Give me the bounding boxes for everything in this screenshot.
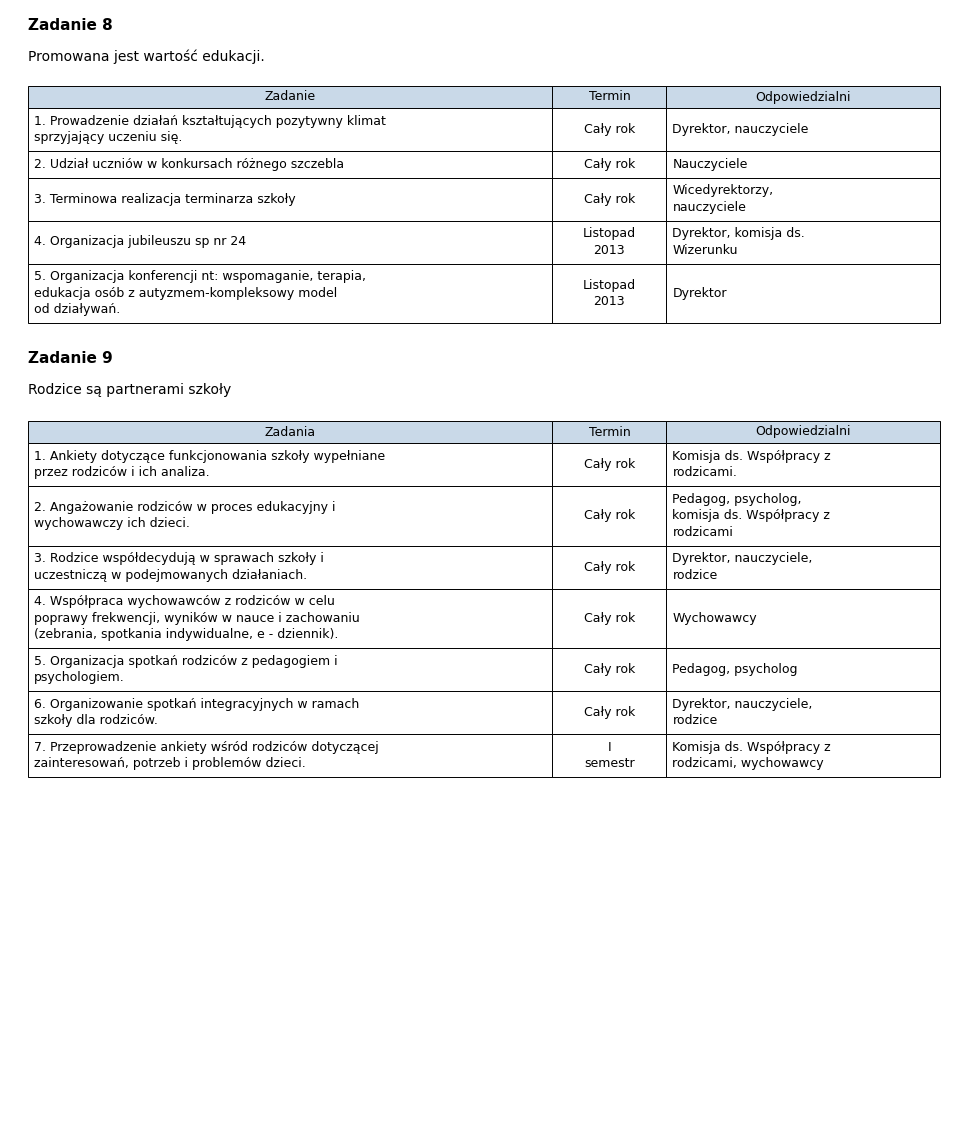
- Text: Zadanie 8: Zadanie 8: [28, 18, 112, 33]
- Text: 6. Organizowanie spotkań integracyjnych w ramach
szkoły dla rodziców.: 6. Organizowanie spotkań integracyjnych …: [34, 698, 359, 728]
- Bar: [666, 546, 940, 588]
- Text: Odpowiedzialni: Odpowiedzialni: [756, 90, 851, 103]
- Bar: [28, 151, 552, 177]
- Text: 4. Organizacja jubileuszu sp nr 24: 4. Organizacja jubileuszu sp nr 24: [34, 236, 246, 248]
- Bar: [28, 443, 552, 486]
- Bar: [552, 221, 666, 263]
- Bar: [666, 691, 940, 734]
- Bar: [552, 263, 666, 323]
- Text: Nauczyciele: Nauczyciele: [672, 158, 748, 170]
- Bar: [666, 648, 940, 691]
- Bar: [28, 734, 552, 777]
- Bar: [666, 486, 940, 546]
- Text: Komisja ds. Współpracy z
rodzicami, wychowawcy: Komisja ds. Współpracy z rodzicami, wych…: [672, 741, 831, 770]
- Text: Termin: Termin: [588, 426, 631, 438]
- Text: Cały rok: Cały rok: [584, 706, 635, 718]
- Bar: [552, 177, 666, 221]
- Text: Listopad
2013: Listopad 2013: [583, 278, 636, 308]
- Bar: [28, 691, 552, 734]
- Bar: [666, 108, 940, 151]
- Text: 7. Przeprowadzenie ankiety wśród rodziców dotyczącej
zainteresowań, potrzeb i pr: 7. Przeprowadzenie ankiety wśród rodzicó…: [34, 741, 379, 770]
- Text: 1. Ankiety dotyczące funkcjonowania szkoły wypełniane
przez rodziców i ich anali: 1. Ankiety dotyczące funkcjonowania szko…: [34, 450, 385, 479]
- Bar: [552, 443, 666, 486]
- Bar: [552, 546, 666, 588]
- Bar: [28, 86, 552, 108]
- Text: I
semestr: I semestr: [584, 741, 635, 770]
- Bar: [552, 734, 666, 777]
- Bar: [28, 263, 552, 323]
- Text: Cały rok: Cały rok: [584, 458, 635, 471]
- Text: Cały rok: Cały rok: [584, 124, 635, 136]
- Bar: [28, 486, 552, 546]
- Text: Dyrektor, komisja ds.
Wizerunku: Dyrektor, komisja ds. Wizerunku: [672, 228, 805, 256]
- Bar: [552, 588, 666, 648]
- Text: Dyrektor: Dyrektor: [672, 287, 727, 300]
- Text: Rodzice są partnerami szkoły: Rodzice są partnerami szkoły: [28, 383, 231, 397]
- Text: Cały rok: Cały rok: [584, 509, 635, 523]
- Text: Dyrektor, nauczyciele: Dyrektor, nauczyciele: [672, 124, 808, 136]
- Text: 3. Rodzice współdecydują w sprawach szkoły i
uczestniczą w podejmowanych działan: 3. Rodzice współdecydują w sprawach szko…: [34, 553, 324, 582]
- Text: 4. Współpraca wychowawców z rodziców w celu
poprawy frekwencji, wyników w nauce : 4. Współpraca wychowawców z rodziców w c…: [34, 595, 360, 642]
- Bar: [28, 648, 552, 691]
- Text: Termin: Termin: [588, 90, 631, 103]
- Bar: [552, 648, 666, 691]
- Bar: [666, 421, 940, 443]
- Text: 5. Organizacja konferencji nt: wspomaganie, terapia,
edukacja osób z autyzmem-ko: 5. Organizacja konferencji nt: wspomagan…: [34, 270, 366, 316]
- Bar: [552, 86, 666, 108]
- Text: Pedagog, psycholog: Pedagog, psycholog: [672, 664, 798, 676]
- Text: Zadania: Zadania: [265, 426, 316, 438]
- Text: Wychowawcy: Wychowawcy: [672, 612, 757, 625]
- Bar: [666, 221, 940, 263]
- Text: Dyrektor, nauczyciele,
rodzice: Dyrektor, nauczyciele, rodzice: [672, 698, 813, 728]
- Text: 5. Organizacja spotkań rodziców z pedagogiem i
psychologiem.: 5. Organizacja spotkań rodziców z pedago…: [34, 654, 338, 684]
- Text: Cały rok: Cały rok: [584, 158, 635, 170]
- Text: Dyrektor, nauczyciele,
rodzice: Dyrektor, nauczyciele, rodzice: [672, 553, 813, 582]
- Bar: [552, 691, 666, 734]
- Bar: [666, 588, 940, 648]
- Bar: [28, 421, 552, 443]
- Text: Listopad
2013: Listopad 2013: [583, 228, 636, 256]
- Bar: [552, 108, 666, 151]
- Text: 2. Angażowanie rodziców w proces edukacyjny i
wychowawczy ich dzieci.: 2. Angażowanie rodziców w proces edukacy…: [34, 501, 335, 531]
- Bar: [552, 486, 666, 546]
- Bar: [28, 588, 552, 648]
- Text: 2. Udział uczniów w konkursach różnego szczebla: 2. Udział uczniów w konkursach różnego s…: [34, 158, 344, 170]
- Bar: [666, 443, 940, 486]
- Bar: [552, 421, 666, 443]
- Text: Wicedyrektorzy,
nauczyciele: Wicedyrektorzy, nauczyciele: [672, 184, 774, 214]
- Text: Promowana jest wartość edukacji.: Promowana jest wartość edukacji.: [28, 50, 265, 64]
- Bar: [666, 86, 940, 108]
- Bar: [28, 221, 552, 263]
- Text: Cały rok: Cały rok: [584, 664, 635, 676]
- Text: Cały rok: Cały rok: [584, 561, 635, 573]
- Bar: [666, 734, 940, 777]
- Text: Odpowiedzialni: Odpowiedzialni: [756, 426, 851, 438]
- Text: 3. Terminowa realizacja terminarza szkoły: 3. Terminowa realizacja terminarza szkoł…: [34, 192, 296, 206]
- Bar: [28, 546, 552, 588]
- Bar: [28, 108, 552, 151]
- Text: Zadanie: Zadanie: [265, 90, 316, 103]
- Bar: [666, 151, 940, 177]
- Text: Komisja ds. Współpracy z
rodzicami.: Komisja ds. Współpracy z rodzicami.: [672, 450, 831, 479]
- Text: Cały rok: Cały rok: [584, 192, 635, 206]
- Text: 1. Prowadzenie działań kształtujących pozytywny klimat
sprzyjający uczeniu się.: 1. Prowadzenie działań kształtujących po…: [34, 114, 386, 144]
- Bar: [552, 151, 666, 177]
- Text: Cały rok: Cały rok: [584, 612, 635, 625]
- Bar: [666, 263, 940, 323]
- Bar: [28, 177, 552, 221]
- Bar: [666, 177, 940, 221]
- Text: Zadanie 9: Zadanie 9: [28, 351, 112, 366]
- Text: Pedagog, psycholog,
komisja ds. Współpracy z
rodzicami: Pedagog, psycholog, komisja ds. Współpra…: [672, 493, 830, 539]
